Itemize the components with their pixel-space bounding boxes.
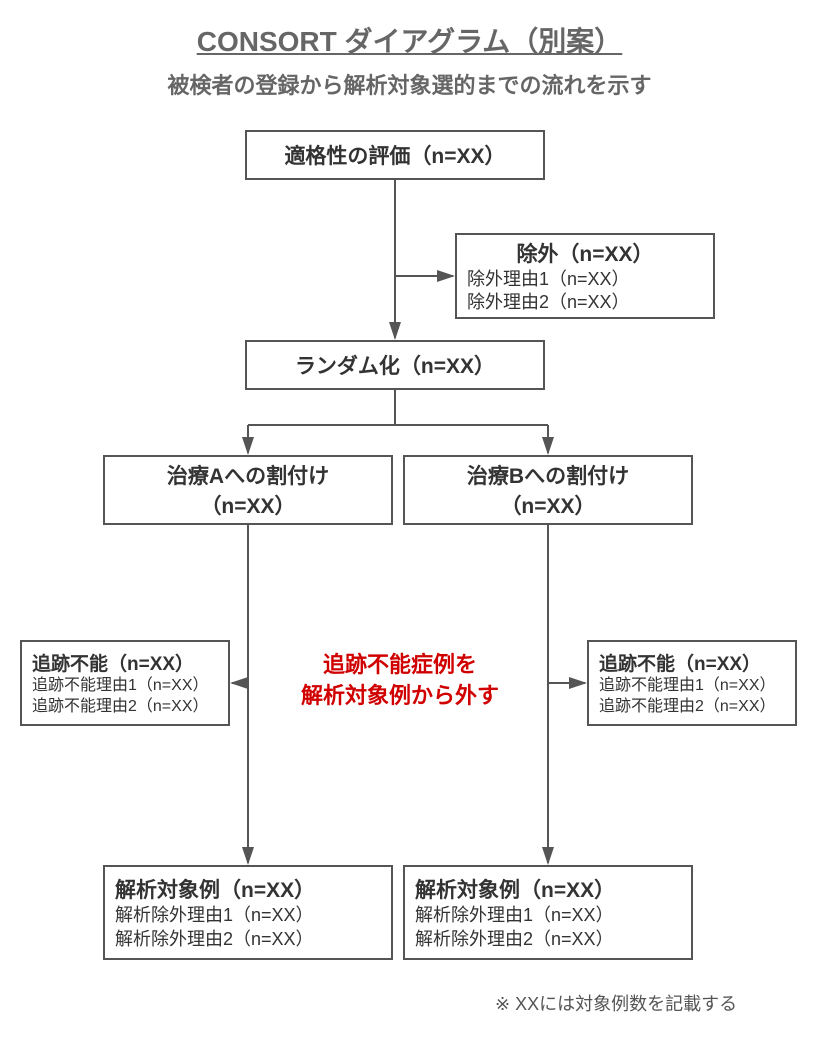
- node-analysis-a-line1: 解析除外理由1（n=XX）: [115, 904, 381, 927]
- node-analysis-a-label: 解析対象例（n=XX）: [115, 874, 381, 904]
- node-analysis-b-label: 解析対象例（n=XX）: [415, 874, 681, 904]
- node-treatment-b-label2: （n=XX）: [415, 490, 681, 520]
- node-lostfollowup-b-line2: 追跡不能理由2（n=XX）: [599, 697, 785, 718]
- node-lostfollowup-a: 追跡不能（n=XX） 追跡不能理由1（n=XX） 追跡不能理由2（n=XX）: [20, 640, 230, 726]
- node-eligibility-label: 適格性の評価（n=XX）: [257, 140, 533, 170]
- node-analysis-a: 解析対象例（n=XX） 解析除外理由1（n=XX） 解析除外理由2（n=XX）: [103, 865, 393, 960]
- center-note: 追跡不能症例を 解析対象例から外す: [285, 650, 515, 712]
- node-lostfollowup-b-line1: 追跡不能理由1（n=XX）: [599, 676, 785, 697]
- node-analysis-a-line2: 解析除外理由2（n=XX）: [115, 928, 381, 951]
- node-treatment-b: 治療Bへの割付け （n=XX）: [403, 455, 693, 525]
- node-treatment-a: 治療Aへの割付け （n=XX）: [103, 455, 393, 525]
- node-exclusion-label: 除外（n=XX）: [467, 238, 703, 268]
- node-eligibility: 適格性の評価（n=XX）: [245, 130, 545, 180]
- node-treatment-a-label2: （n=XX）: [115, 490, 381, 520]
- node-lostfollowup-a-label: 追跡不能（n=XX）: [32, 649, 218, 676]
- node-randomize-label: ランダム化（n=XX）: [257, 350, 533, 380]
- node-lostfollowup-b-label: 追跡不能（n=XX）: [599, 649, 785, 676]
- node-lostfollowup-a-line2: 追跡不能理由2（n=XX）: [32, 697, 218, 718]
- footnote: ※ XXには対象例数を記載する: [495, 990, 737, 1016]
- center-note-line1: 追跡不能症例を: [323, 652, 477, 677]
- node-randomize: ランダム化（n=XX）: [245, 340, 545, 390]
- node-exclusion: 除外（n=XX） 除外理由1（n=XX） 除外理由2（n=XX）: [455, 233, 715, 319]
- diagram-subtitle: 被検者の登録から解析対象選的までの流れを示す: [0, 68, 819, 100]
- node-analysis-b-line2: 解析除外理由2（n=XX）: [415, 928, 681, 951]
- node-analysis-b: 解析対象例（n=XX） 解析除外理由1（n=XX） 解析除外理由2（n=XX）: [403, 865, 693, 960]
- node-exclusion-line2: 除外理由2（n=XX）: [467, 291, 703, 314]
- node-lostfollowup-b: 追跡不能（n=XX） 追跡不能理由1（n=XX） 追跡不能理由2（n=XX）: [587, 640, 797, 726]
- diagram-title: CONSORT ダイアグラム（別案）: [0, 20, 819, 60]
- center-note-line2: 解析対象例から外す: [301, 683, 499, 708]
- node-treatment-a-label1: 治療Aへの割付け: [115, 460, 381, 490]
- node-analysis-b-line1: 解析除外理由1（n=XX）: [415, 904, 681, 927]
- node-exclusion-line1: 除外理由1（n=XX）: [467, 268, 703, 291]
- node-lostfollowup-a-line1: 追跡不能理由1（n=XX）: [32, 676, 218, 697]
- node-treatment-b-label1: 治療Bへの割付け: [415, 460, 681, 490]
